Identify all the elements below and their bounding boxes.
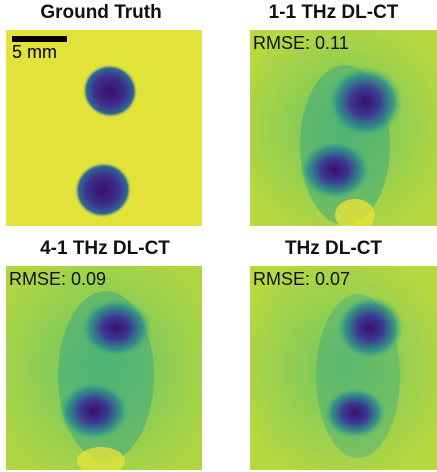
ground-truth-image: 5 mm [6, 30, 202, 226]
scale-bar: 5 mm [12, 36, 67, 63]
rmse-label-4-1-thz: RMSE: 0.09 [9, 269, 107, 289]
thz-dl-ct-image: RMSE: 0.07 [250, 266, 437, 470]
panel-title-4-1-thz: 4-1 THz DL-CT [40, 238, 170, 259]
1-1-thz-image: RMSE: 0.11 [250, 30, 437, 226]
scale-bar-line [12, 36, 67, 42]
rmse-label-thz-dl-ct: RMSE: 0.07 [253, 269, 351, 289]
panel-title-thz-dl-ct: THz DL-CT [284, 238, 383, 259]
panel-title-1-1-thz: 1-1 THz DL-CT [268, 2, 399, 23]
scale-bar-label: 5 mm [12, 42, 57, 62]
panel-title-ground-truth: Ground Truth [40, 2, 162, 23]
rmse-label-1-1-thz: RMSE: 0.11 [253, 33, 349, 53]
4-1-thz-image: RMSE: 0.09 [6, 266, 202, 470]
